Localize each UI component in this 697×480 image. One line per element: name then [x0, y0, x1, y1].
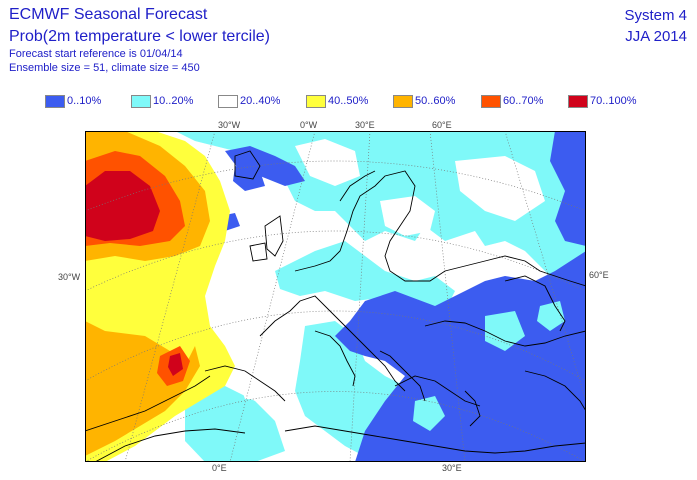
system-label: System 4: [624, 7, 687, 24]
lon-label-0e-bottom: 0°E: [212, 463, 227, 473]
white-regions: [235, 139, 545, 401]
legend-label: 70..100%: [590, 95, 637, 107]
legend-swatch: [218, 94, 238, 108]
lon-label-60e-right: 60°E: [589, 270, 609, 280]
lon-label-30e-top: 30°E: [355, 120, 375, 130]
legend-label: 50..60%: [415, 95, 456, 107]
color-legend: 0..10% 10..20% 20..40% 40..50% 50..60% 6…: [0, 93, 697, 109]
legend-item-60-70: 60..70%: [481, 93, 543, 109]
legend-label: 0..10%: [67, 95, 102, 107]
blue-regions: [220, 131, 586, 462]
legend-label: 40..50%: [328, 95, 369, 107]
cyan-patches: [413, 301, 565, 431]
legend-swatch: [45, 94, 65, 108]
legend-item-50-60: 50..60%: [393, 93, 455, 109]
season-label: JJA 2014: [625, 28, 687, 45]
dark-red-region: [85, 171, 183, 376]
forecast-start-text: Forecast start reference is 01/04/14: [9, 48, 183, 60]
forecast-map: [85, 131, 586, 462]
legend-swatch: [306, 94, 326, 108]
lon-label-0w-top: 0°W: [300, 120, 318, 130]
legend-item-0-10: 0..10%: [45, 93, 101, 109]
legend-item-40-50: 40..50%: [306, 93, 368, 109]
legend-item-20-40: 20..40%: [218, 93, 280, 109]
legend-label: 60..70%: [503, 95, 544, 107]
legend-swatch: [481, 94, 501, 108]
legend-item-70-100: 70..100%: [568, 93, 636, 109]
lon-label-60e-top: 60°E: [432, 120, 452, 130]
coastlines: [85, 150, 586, 462]
map-subtitle: Prob(2m temperature < lower tercile): [9, 28, 270, 45]
ensemble-size-text: Ensemble size = 51, climate size = 450: [9, 62, 200, 74]
lon-label-30e-bottom: 30°E: [442, 463, 462, 473]
legend-swatch: [568, 94, 588, 108]
legend-label: 20..40%: [240, 95, 281, 107]
legend-label: 10..20%: [153, 95, 194, 107]
graticule: [85, 131, 586, 462]
legend-item-10-20: 10..20%: [131, 93, 193, 109]
legend-swatch: [131, 94, 151, 108]
legend-swatch: [393, 94, 413, 108]
lon-label-30w-top: 30°W: [218, 120, 241, 130]
map-title: ECMWF Seasonal Forecast: [9, 6, 208, 23]
lon-label-30w-left: 30°W: [58, 272, 81, 282]
map-canvas: [85, 131, 586, 462]
map-border: [85, 131, 586, 462]
